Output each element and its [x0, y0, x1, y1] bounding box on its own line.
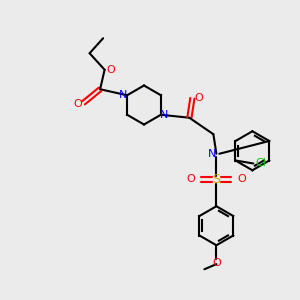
Text: S: S — [212, 173, 220, 186]
Text: O: O — [74, 99, 82, 109]
Text: O: O — [194, 93, 203, 103]
Text: O: O — [106, 65, 115, 75]
Text: N: N — [208, 149, 216, 159]
Text: O: O — [187, 174, 195, 184]
Text: Cl: Cl — [256, 158, 266, 169]
Text: O: O — [212, 258, 221, 268]
Text: N: N — [160, 110, 169, 120]
Text: N: N — [119, 90, 128, 100]
Text: O: O — [238, 174, 246, 184]
